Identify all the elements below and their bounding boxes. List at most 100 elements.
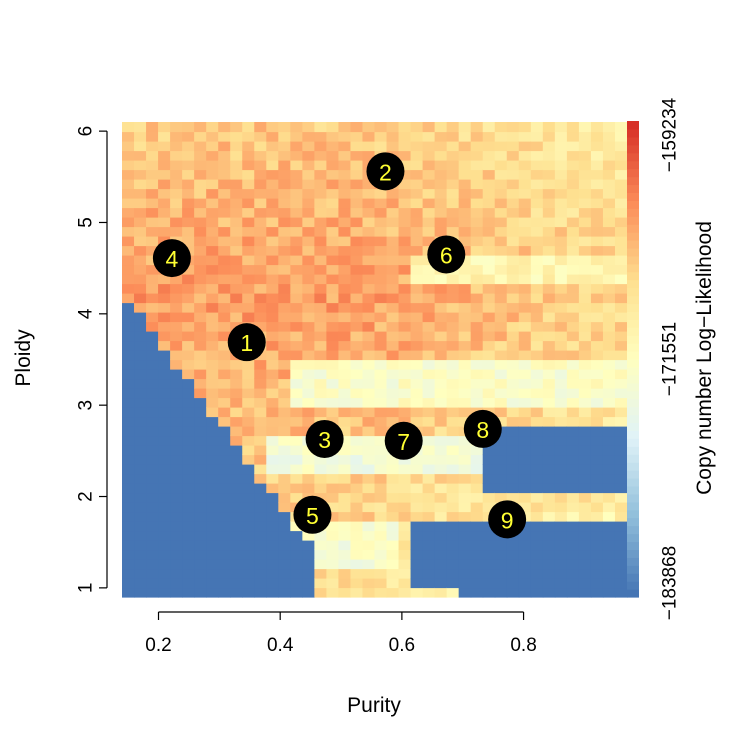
heatmap-cell — [446, 397, 460, 408]
heatmap-cell — [386, 207, 400, 218]
heatmap-cell — [326, 483, 340, 494]
heatmap-cell — [398, 483, 412, 494]
heatmap-cell — [266, 283, 279, 294]
heatmap-cell — [266, 131, 279, 142]
heatmap-cell — [470, 397, 484, 408]
heatmap-cell — [590, 464, 604, 475]
heatmap-cell — [122, 559, 135, 570]
heatmap-cell — [470, 226, 484, 237]
heatmap-cell — [146, 217, 159, 228]
heatmap-cell — [434, 511, 448, 522]
heatmap-cell — [446, 122, 460, 133]
heatmap-cell — [434, 426, 448, 437]
heatmap-cell — [566, 188, 580, 199]
heatmap-cell — [362, 245, 376, 256]
heatmap-cell — [254, 179, 267, 190]
heatmap-cell — [422, 188, 436, 199]
heatmap-cell — [170, 407, 183, 418]
heatmap-cell — [278, 217, 291, 228]
heatmap-cell — [410, 331, 424, 342]
heatmap-cell — [590, 568, 604, 579]
heatmap-cell — [206, 568, 219, 579]
heatmap-cell — [254, 483, 267, 494]
heatmap-cell — [410, 378, 424, 389]
heatmap-cell — [458, 217, 472, 228]
heatmap-cell — [506, 226, 520, 237]
heatmap-cell — [134, 549, 147, 560]
heatmap-cell — [230, 359, 243, 370]
heatmap-cell — [278, 255, 291, 266]
heatmap-cell — [146, 131, 159, 142]
heatmap-cell — [386, 340, 400, 351]
heatmap-cell — [470, 454, 484, 465]
heatmap-cell — [350, 179, 364, 190]
heatmap-cell — [434, 321, 448, 332]
heatmap-cell — [482, 350, 496, 361]
heatmap-cell — [374, 283, 388, 294]
heatmap-cell — [182, 226, 195, 237]
heatmap-cell — [458, 388, 472, 399]
heatmap-cell — [302, 369, 315, 380]
heatmap-cell — [194, 340, 207, 351]
heatmap-cell — [218, 445, 231, 456]
heatmap-cell — [158, 217, 171, 228]
colorbar-segment — [627, 176, 639, 186]
heatmap-cell — [602, 179, 616, 190]
heatmap-cell — [230, 464, 243, 475]
heatmap-cell — [158, 331, 171, 342]
heatmap-cell — [146, 198, 159, 209]
heatmap-cell — [338, 312, 352, 323]
heatmap-cell — [302, 473, 315, 484]
heatmap-cell — [590, 331, 604, 342]
heatmap-cell — [158, 578, 171, 589]
heatmap-cell — [386, 473, 400, 484]
heatmap-cell — [482, 188, 496, 199]
heatmap-cell — [590, 359, 604, 370]
heatmap-cell — [554, 198, 568, 209]
heatmap-cell — [362, 416, 376, 427]
heatmap-cell — [410, 502, 424, 513]
heatmap-cell — [518, 530, 532, 541]
heatmap-cell — [566, 530, 580, 541]
heatmap-cell — [134, 245, 147, 256]
heatmap-cell — [158, 540, 171, 551]
heatmap-cell — [530, 350, 544, 361]
heatmap-cell — [470, 530, 484, 541]
heatmap-cell — [170, 454, 183, 465]
heatmap-cell — [266, 454, 279, 465]
heatmap-cell — [518, 226, 532, 237]
heatmap-cell — [230, 530, 243, 541]
solution-marker-7: 7 — [384, 421, 423, 460]
heatmap-cell — [518, 236, 532, 247]
heatmap-cell — [566, 217, 580, 228]
heatmap-cell — [218, 587, 231, 598]
heatmap-cell — [602, 483, 616, 494]
heatmap-cell — [578, 435, 592, 446]
heatmap-cell — [374, 483, 388, 494]
heatmap-cell — [206, 160, 219, 171]
heatmap-cell — [290, 587, 303, 598]
colorbar-segment — [627, 454, 639, 463]
solution-marker-6: 6 — [427, 235, 466, 274]
heatmap-cell — [530, 388, 544, 399]
heatmap-cell — [554, 131, 568, 142]
heatmap-cell — [362, 388, 376, 399]
heatmap-cell — [614, 236, 628, 247]
heatmap-cell — [506, 540, 520, 551]
heatmap-cell — [506, 160, 520, 171]
heatmap-cell — [470, 359, 484, 370]
heatmap-cell — [578, 350, 592, 361]
heatmap-cell — [506, 245, 520, 256]
heatmap-cell — [242, 407, 255, 418]
heatmap-cell — [530, 274, 544, 285]
heatmap-cell — [398, 492, 412, 503]
heatmap-cell — [206, 198, 219, 209]
heatmap-cell — [506, 388, 520, 399]
heatmap-cell — [170, 549, 183, 560]
heatmap-cell — [530, 407, 544, 418]
heatmap-cell — [254, 435, 267, 446]
heatmap-cell — [206, 445, 219, 456]
heatmap-cell — [326, 283, 340, 294]
heatmap-cell — [230, 407, 243, 418]
heatmap-cell — [566, 511, 580, 522]
